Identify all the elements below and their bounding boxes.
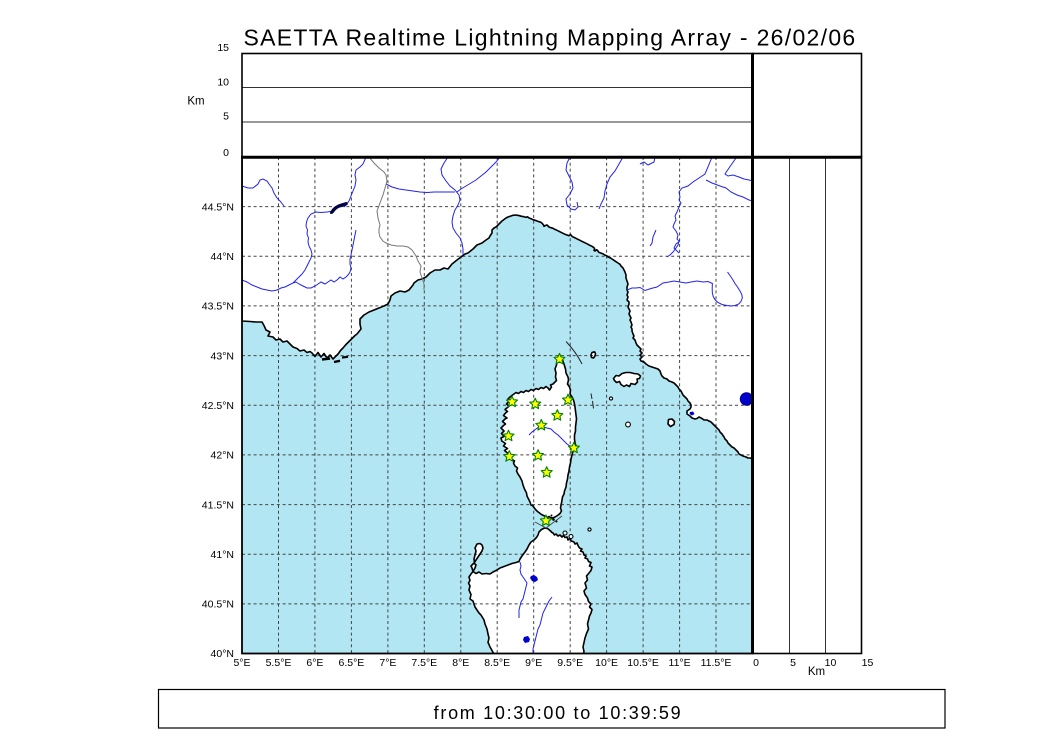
svg-text:6°E: 6°E	[306, 657, 323, 669]
svg-text:41.5°N: 41.5°N	[202, 499, 234, 511]
svg-text:11.5°E: 11.5°E	[701, 657, 732, 669]
svg-text:5: 5	[790, 657, 796, 669]
svg-text:6.5°E: 6.5°E	[338, 657, 364, 669]
svg-text:5.5°E: 5.5°E	[266, 657, 292, 669]
svg-text:10: 10	[217, 77, 229, 89]
svg-text:5: 5	[223, 111, 229, 123]
svg-text:9°E: 9°E	[525, 657, 542, 669]
svg-text:41°N: 41°N	[211, 549, 234, 561]
svg-text:43.5°N: 43.5°N	[202, 301, 234, 313]
svg-text:40.5°N: 40.5°N	[202, 599, 234, 611]
svg-text:43°N: 43°N	[211, 350, 234, 362]
svg-text:10°E: 10°E	[595, 657, 618, 669]
svg-text:7.5°E: 7.5°E	[411, 657, 437, 669]
svg-text:8°E: 8°E	[452, 657, 469, 669]
svg-text:15: 15	[862, 657, 874, 669]
svg-text:7°E: 7°E	[379, 657, 396, 669]
svg-text:40°N: 40°N	[211, 648, 234, 660]
svg-text:44°N: 44°N	[211, 251, 234, 263]
svg-text:44.5°N: 44.5°N	[202, 201, 234, 213]
svg-text:5°E: 5°E	[233, 657, 250, 669]
svg-text:Km: Km	[187, 96, 204, 108]
svg-text:0: 0	[223, 147, 229, 159]
svg-text:42.5°N: 42.5°N	[202, 400, 234, 412]
svg-text:10: 10	[825, 657, 837, 669]
svg-text:SAETTA Realtime Lightning Mapp: SAETTA Realtime Lightning Mapping Array …	[243, 24, 856, 50]
svg-text:9.5°E: 9.5°E	[557, 657, 583, 669]
svg-text:from 10:30:00 to 10:39:59: from 10:30:00 to 10:39:59	[434, 703, 683, 723]
svg-text:Km: Km	[808, 666, 825, 678]
svg-text:0: 0	[753, 657, 759, 669]
svg-text:11°E: 11°E	[669, 657, 691, 669]
svg-text:10.5°E: 10.5°E	[627, 657, 659, 669]
svg-text:8.5°E: 8.5°E	[484, 657, 510, 669]
svg-text:42°N: 42°N	[211, 450, 234, 462]
svg-text:15: 15	[217, 42, 229, 54]
